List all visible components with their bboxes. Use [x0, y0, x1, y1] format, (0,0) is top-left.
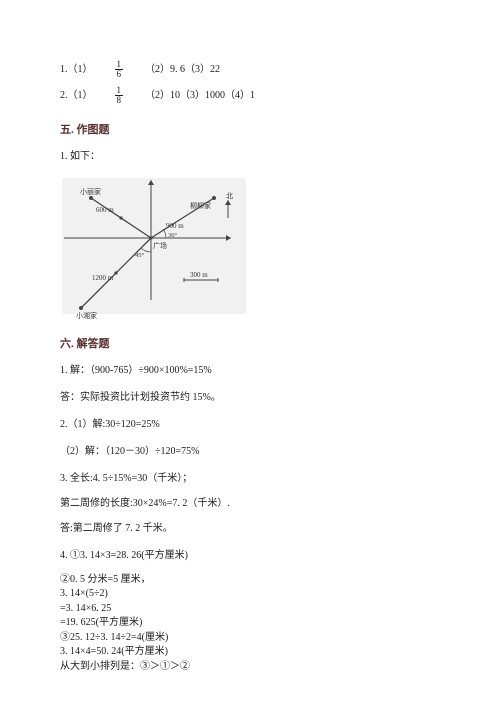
s6-item4-3b: 3. 14×4=50. 24(平方厘米) — [60, 645, 440, 660]
s6-item4-2b: 3. 14×(5÷2) — [60, 587, 440, 602]
diagram-figure: 北 小丽家 600 m 柳柳家 900 m 36°广场 45° 1200 m 小湘家 300 m — [56, 170, 256, 320]
s6-item1a: 1. 解：（900-765）÷900×100%=15% — [60, 361, 440, 380]
diagram-svg: 北 小丽家 600 m 柳柳家 900 m 36°广场 45° 1200 m 小湘家 300 m — [56, 170, 256, 320]
svg-text:300 m: 300 m — [190, 271, 208, 279]
svg-text:小湘家: 小湘家 — [76, 311, 97, 320]
s6-item4-2d: =19. 625(平方厘米) — [60, 616, 440, 631]
s6-item2-1: 2.（1）解:30÷120=25% — [60, 415, 440, 434]
svg-text:广场: 广场 — [153, 241, 167, 250]
a1-frac-den: 6 — [115, 70, 124, 79]
a1-part1: （1） — [68, 60, 93, 79]
s5-item1: 1. 如下： — [60, 147, 440, 166]
section-6-title: 六. 解答题 — [60, 334, 440, 355]
section-5-title: 五. 作图题 — [60, 120, 440, 141]
svg-text:900 m: 900 m — [166, 222, 184, 230]
a1-rest: （2）9. 6（3）22 — [145, 60, 220, 79]
s6-item4-1: 4. ①3. 14×3=28. 26(平方厘米) — [60, 546, 440, 565]
a2-fraction: 1 8 — [115, 86, 124, 106]
s6-item4-2c: =3. 14×6. 25 — [60, 602, 440, 617]
a2-prefix: 2. — [60, 86, 68, 105]
svg-text:柳柳家: 柳柳家 — [190, 201, 211, 210]
svg-text:36°: 36° — [168, 232, 178, 239]
a2-rest: （2）10（3）1000（4）1 — [145, 86, 255, 105]
answer-1-row: 1. （1） 1 6 （2）9. 6（3）22 — [60, 60, 440, 80]
svg-text:600 m: 600 m — [96, 206, 114, 214]
s6-item3c: 答:第二周修了 7. 2 千米。 — [60, 519, 440, 538]
svg-text:小丽家: 小丽家 — [80, 187, 101, 196]
a1-prefix: 1. — [60, 60, 68, 79]
s6-item1b: 答：实际投资比计划投资节约 15%。 — [60, 388, 440, 407]
a1-fraction: 1 6 — [115, 60, 124, 80]
s6-item3a: 3. 全长:4. 5÷15%=30（千米）； — [60, 469, 440, 488]
s6-item4-2a: ②0. 5 分米=5 厘米， — [60, 573, 440, 588]
svg-text:1200 m: 1200 m — [92, 274, 114, 282]
s6-item2-2: （2）解：（120－30）÷120=75% — [60, 442, 440, 461]
answer-2-row: 2. （1） 1 8 （2）10（3）1000（4）1 — [60, 86, 440, 106]
a2-part1: （1） — [68, 86, 93, 105]
s6-item4-3a: ③25. 12÷3. 14÷2=4(厘米) — [60, 631, 440, 646]
s6-item3b: 第二周修的长度:30×24%=7. 2（千米）. — [60, 494, 440, 513]
svg-text:北: 北 — [226, 192, 233, 200]
a2-frac-den: 8 — [115, 96, 124, 105]
svg-text:45°: 45° — [135, 252, 145, 259]
s6-item4-last: 从大到小排列是：③＞①＞② — [60, 660, 440, 675]
